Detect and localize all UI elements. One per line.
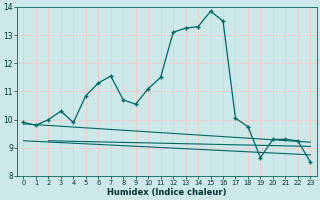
X-axis label: Humidex (Indice chaleur): Humidex (Indice chaleur): [107, 188, 227, 197]
